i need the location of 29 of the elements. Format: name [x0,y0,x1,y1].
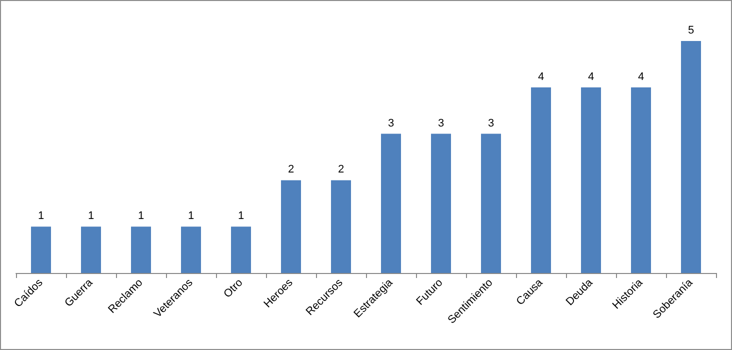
bar [231,226,251,273]
bar [531,87,551,273]
bar [631,87,651,273]
bar [131,226,151,273]
bar [181,226,201,273]
data-label: 4 [538,70,544,83]
bar [81,226,101,273]
data-label: 3 [438,117,444,130]
bar [381,134,401,273]
data-label: 3 [488,117,494,130]
bar [331,180,351,273]
bar [31,226,51,273]
data-label: 2 [288,164,294,176]
bar [481,134,501,273]
data-label: 2 [338,164,344,176]
x-tick-label: Otro [222,276,246,300]
data-label: 4 [588,70,594,83]
data-label: 1 [38,210,44,222]
data-label: 1 [88,210,94,222]
bar [281,180,301,273]
data-label: 3 [388,117,394,130]
data-label: 1 [138,210,144,222]
bar [581,87,601,273]
bar [431,134,451,273]
data-label: 1 [238,210,244,222]
data-label: 1 [188,210,194,222]
data-label: 5 [688,24,694,36]
bar [681,41,701,273]
data-label: 4 [638,70,644,83]
